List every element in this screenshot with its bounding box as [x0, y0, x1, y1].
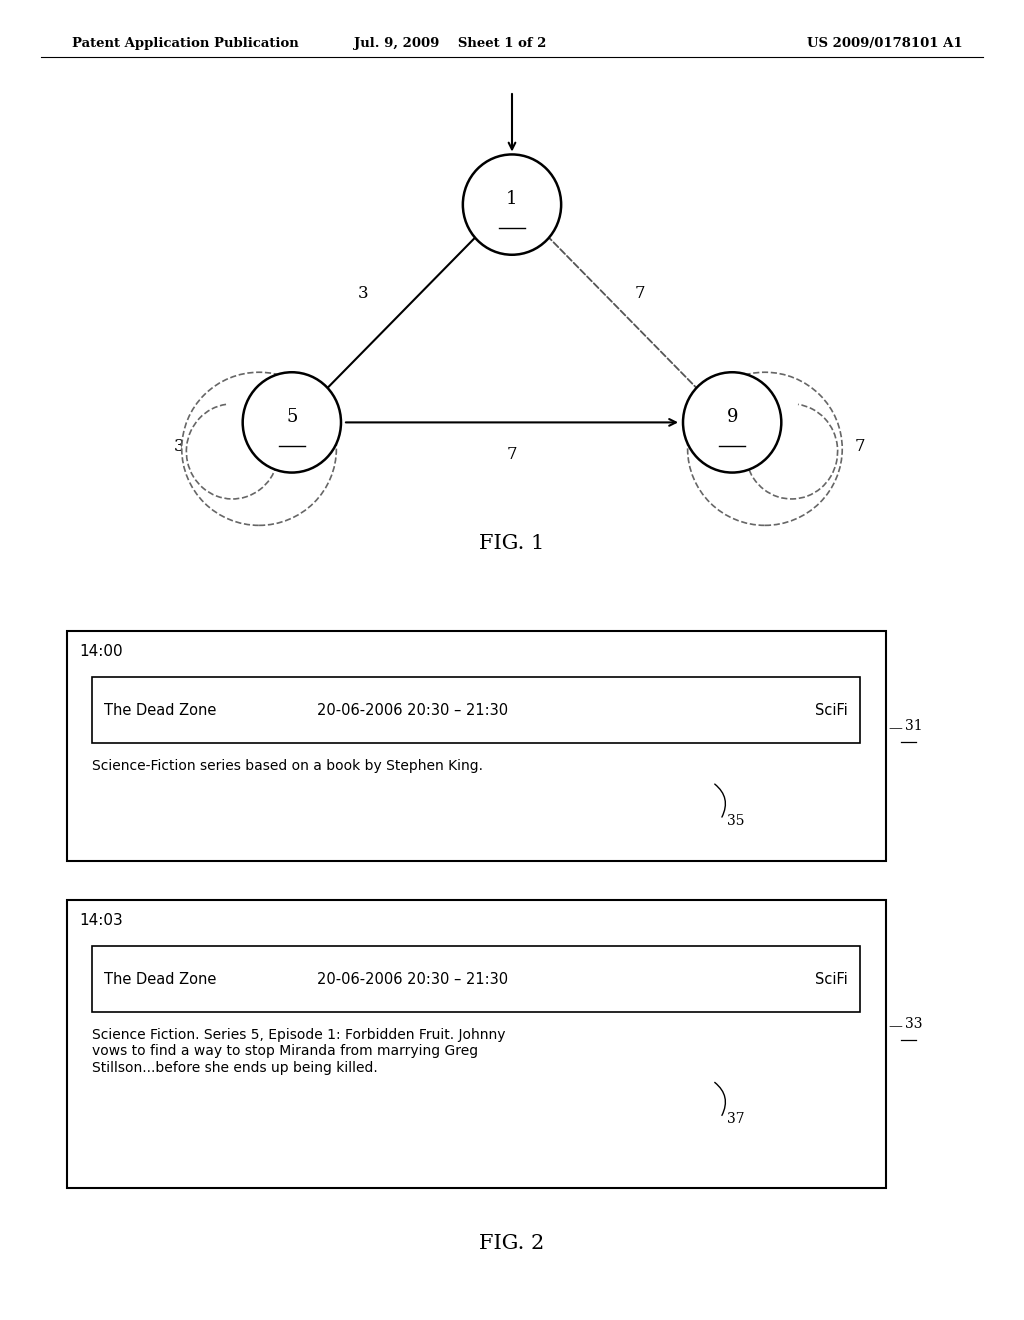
Text: SciFi: SciFi — [815, 702, 848, 718]
Text: Jul. 9, 2009    Sheet 1 of 2: Jul. 9, 2009 Sheet 1 of 2 — [354, 37, 547, 50]
Ellipse shape — [463, 154, 561, 255]
Text: SciFi: SciFi — [815, 972, 848, 987]
Text: 7: 7 — [855, 438, 865, 454]
Text: 20-06-2006 20:30 – 21:30: 20-06-2006 20:30 – 21:30 — [317, 972, 509, 987]
Text: 20-06-2006 20:30 – 21:30: 20-06-2006 20:30 – 21:30 — [317, 702, 509, 718]
Text: 7: 7 — [635, 285, 645, 301]
Text: The Dead Zone: The Dead Zone — [104, 702, 217, 718]
Bar — [67, 631, 886, 861]
Bar — [92, 677, 860, 743]
Ellipse shape — [683, 372, 781, 473]
Ellipse shape — [182, 372, 336, 525]
Text: —: — — [889, 721, 903, 735]
Bar — [92, 946, 860, 1012]
Text: 37: 37 — [727, 1113, 744, 1126]
Text: 14:03: 14:03 — [79, 913, 123, 928]
Text: US 2009/0178101 A1: US 2009/0178101 A1 — [807, 37, 963, 50]
Text: Science Fiction. Series 5, Episode 1: Forbidden Fruit. Johnny
vows to find a way: Science Fiction. Series 5, Episode 1: Fo… — [92, 1028, 506, 1074]
Text: —: — — [889, 1019, 903, 1034]
Ellipse shape — [688, 372, 842, 525]
Text: 14:00: 14:00 — [79, 644, 123, 659]
Text: The Dead Zone: The Dead Zone — [104, 972, 217, 987]
Text: 7: 7 — [507, 446, 517, 462]
Text: 3: 3 — [174, 438, 184, 454]
Text: Science-Fiction series based on a book by Stephen King.: Science-Fiction series based on a book b… — [92, 759, 483, 774]
Text: Patent Application Publication: Patent Application Publication — [72, 37, 298, 50]
Text: 1: 1 — [506, 190, 518, 209]
Text: 33: 33 — [905, 1016, 923, 1031]
Text: 9: 9 — [726, 408, 738, 426]
Ellipse shape — [243, 372, 341, 473]
Text: 3: 3 — [358, 285, 369, 301]
Text: FIG. 1: FIG. 1 — [479, 535, 545, 553]
Text: 31: 31 — [905, 718, 923, 733]
Text: 5: 5 — [286, 408, 298, 426]
Bar — [67, 900, 886, 1188]
Text: 35: 35 — [727, 814, 744, 828]
Text: FIG. 2: FIG. 2 — [479, 1234, 545, 1253]
